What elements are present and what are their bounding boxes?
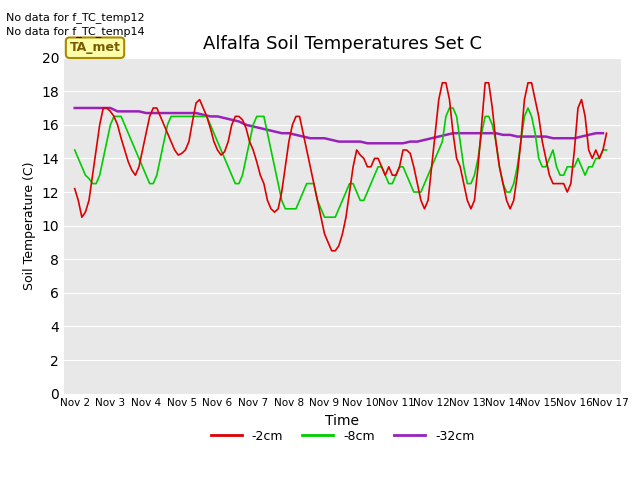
Title: Alfalfa Soil Temperatures Set C: Alfalfa Soil Temperatures Set C <box>203 35 482 53</box>
Text: No data for f_TC_temp14: No data for f_TC_temp14 <box>6 26 145 37</box>
Y-axis label: Soil Temperature (C): Soil Temperature (C) <box>23 161 36 290</box>
X-axis label: Time: Time <box>325 414 360 428</box>
Text: No data for f_TC_temp12: No data for f_TC_temp12 <box>6 12 145 23</box>
Legend: -2cm, -8cm, -32cm: -2cm, -8cm, -32cm <box>205 425 479 448</box>
Text: TA_met: TA_met <box>70 41 120 54</box>
